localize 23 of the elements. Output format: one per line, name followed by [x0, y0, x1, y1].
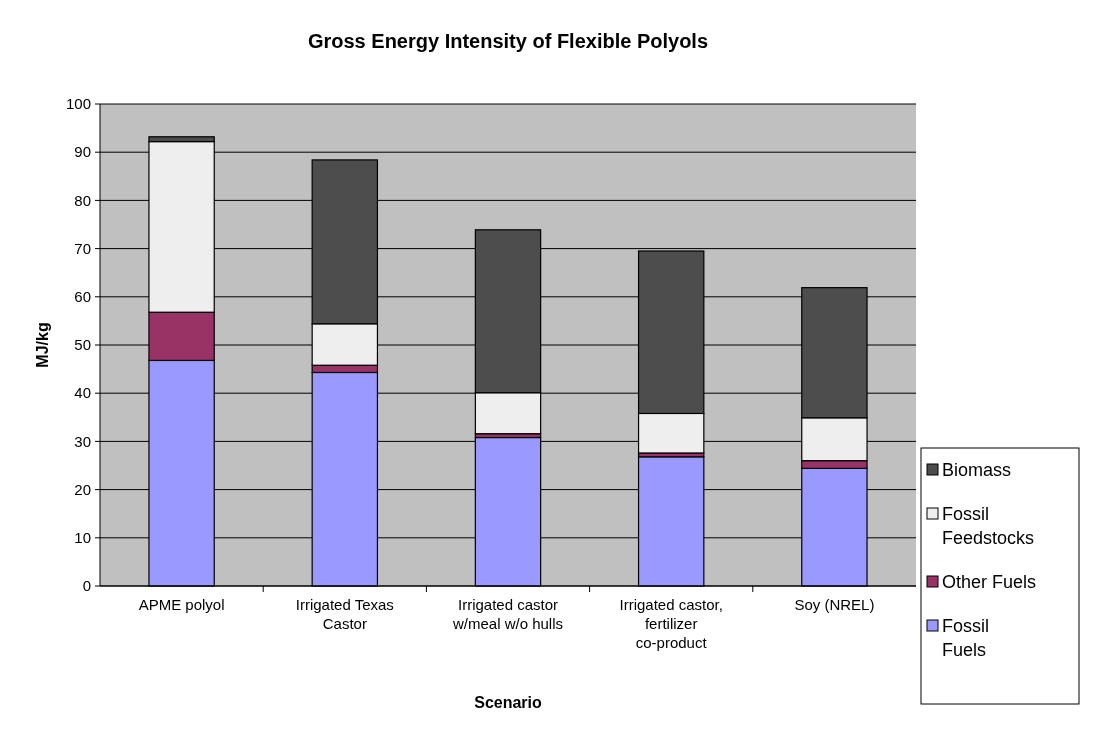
y-tick-label: 70 [74, 239, 91, 257]
y-tick-label: 20 [74, 480, 91, 498]
y-tick-label: 90 [74, 143, 91, 161]
x-tick-label: Irrigated Texas Castor [295, 596, 394, 632]
legend-label: Biomass [942, 460, 1012, 481]
y-tick-label: 40 [74, 384, 91, 402]
y-axis-title: MJ/kg [34, 322, 51, 368]
y-tick-label: 60 [74, 288, 91, 306]
x-tick-label: APME polyol [138, 596, 225, 613]
y-tick-label: 0 [82, 577, 91, 595]
legend-label: Fossil Fuels [942, 616, 990, 661]
y-tick-label: 100 [65, 95, 91, 113]
legend-label: Fossil Feedstocks [942, 504, 1035, 549]
x-tick-label: Irrigated castor, fertilizer co-product [619, 596, 723, 651]
x-axis-title: Scenario [474, 694, 543, 711]
y-tick-label: 30 [74, 432, 91, 450]
x-tick-label: Irrigated castor w/meal w/o hulls [451, 596, 564, 632]
y-tick-label: 80 [74, 191, 91, 209]
legend-label: Other Fuels [942, 572, 1037, 593]
y-tick-label: 10 [74, 529, 91, 547]
y-tick-label: 50 [74, 336, 91, 354]
chart-title: Gross Energy Intensity of Flexible Polyols [307, 30, 709, 52]
x-tick-label: Soy (NREL) [794, 596, 875, 613]
